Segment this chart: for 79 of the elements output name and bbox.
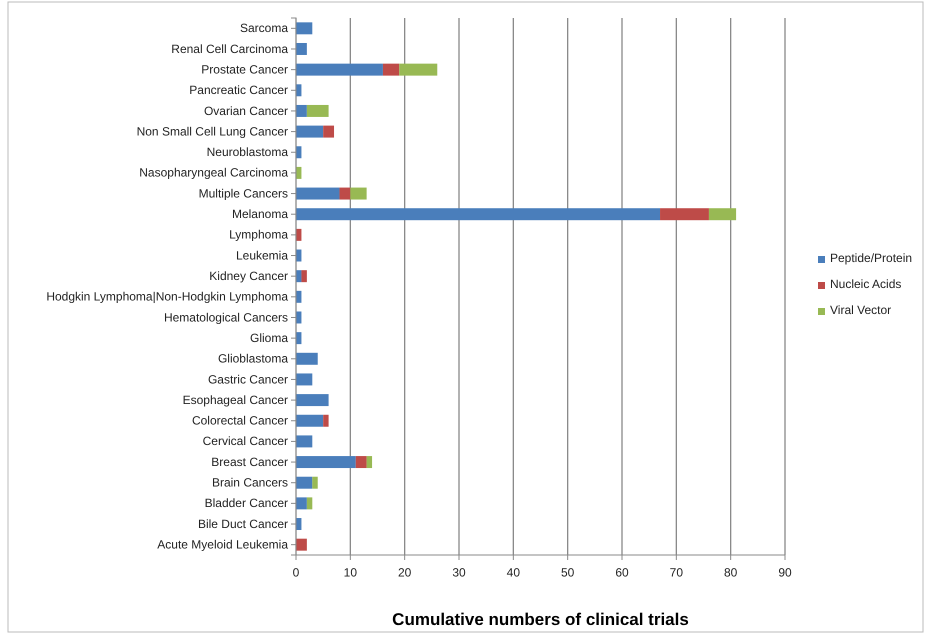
bar [296, 394, 329, 406]
y-tick-label: Sarcoma [240, 21, 288, 36]
bar [312, 476, 318, 489]
bar [296, 22, 312, 34]
bar [339, 188, 350, 200]
bar [366, 456, 372, 468]
y-tick-label: Nasopharyngeal Carcinoma [139, 166, 288, 180]
bar [296, 64, 383, 76]
x-tick-label: 90 [778, 566, 792, 580]
y-tick-label: Lymphoma [229, 228, 288, 242]
x-tick-label: 10 [344, 566, 358, 580]
y-tick-label: Glioblastoma [218, 352, 288, 366]
bar [296, 290, 302, 303]
y-tick-label: Melanoma [232, 207, 288, 222]
y-tick-label: Glioma [250, 330, 288, 345]
y-tick-label: Hodgkin Lymphoma|Non-Hodgkin Lymphoma [46, 290, 288, 304]
bar [296, 435, 312, 448]
y-tick-label: Cervical Cancer [202, 434, 288, 448]
bar [296, 476, 312, 489]
bar [323, 414, 329, 427]
bar [296, 352, 318, 365]
bar [296, 42, 307, 55]
bar [306, 497, 312, 510]
y-tick-label: Kidney Cancer [209, 269, 288, 284]
y-tick-label: Non Small Cell Lung Cancer [136, 124, 288, 138]
bar [296, 188, 340, 200]
x-tick-label: 0 [292, 566, 300, 580]
bar [323, 126, 334, 138]
x-axis-title: Cumulative numbers of clinical trials [392, 610, 689, 629]
bar [356, 456, 367, 468]
bar [296, 414, 324, 427]
bar [296, 228, 302, 241]
bar [382, 64, 400, 76]
y-tick-label: Renal Cell Carcinoma [171, 42, 288, 56]
y-tick-label: Breast Cancer [211, 454, 288, 469]
bar [296, 84, 302, 96]
bar [660, 208, 709, 220]
y-tick-label: Bile Duct Cancer [198, 516, 288, 531]
bar [296, 208, 660, 220]
x-tick-label: 60 [615, 566, 629, 580]
bar [399, 64, 438, 76]
y-tick-label: Prostate Cancer [201, 62, 288, 76]
y-tick-label: Ovarian Cancer [204, 104, 288, 118]
bar [296, 456, 356, 468]
y-tick-label: Neuroblastoma [206, 145, 288, 160]
legend-label: Peptide/Protein [830, 251, 912, 265]
bar [296, 126, 324, 138]
bar [296, 538, 307, 551]
bar [708, 208, 736, 220]
bar [296, 166, 302, 179]
y-tick-label: Leukemia [236, 248, 288, 262]
y-tick-label: Colorectal Cancer [192, 414, 288, 428]
bar [306, 104, 329, 117]
legend-label: Viral Vector [830, 303, 892, 317]
bar [296, 250, 302, 262]
bar [296, 270, 302, 282]
x-tick-label: 50 [560, 566, 575, 580]
x-tick-label: 20 [398, 566, 412, 580]
bar [296, 518, 302, 530]
y-tick-label: Acute Myeloid Leukemia [157, 538, 288, 552]
bar [296, 104, 307, 117]
x-tick-label: 70 [670, 566, 684, 580]
bar [296, 497, 307, 510]
y-tick-label: Multiple Cancers [198, 186, 288, 200]
x-tick-label: 30 [452, 566, 466, 580]
bar [296, 373, 312, 386]
bar [301, 270, 307, 282]
bar [296, 332, 302, 344]
y-tick-label: Bladder Cancer [204, 496, 288, 510]
bar [350, 188, 367, 200]
legend-label: Nucleic Acids [830, 277, 902, 291]
y-tick-label: Hematological Cancers [164, 310, 288, 324]
y-tick-label: Gastric Cancer [208, 372, 288, 386]
y-tick-label: Brain Cancers [212, 476, 288, 490]
x-tick-label: 40 [506, 566, 520, 580]
x-tick-label: 80 [724, 566, 738, 580]
bar [296, 311, 302, 324]
y-tick-label: Pancreatic Cancer [189, 83, 288, 98]
y-tick-label: Esophageal Cancer [182, 392, 288, 407]
